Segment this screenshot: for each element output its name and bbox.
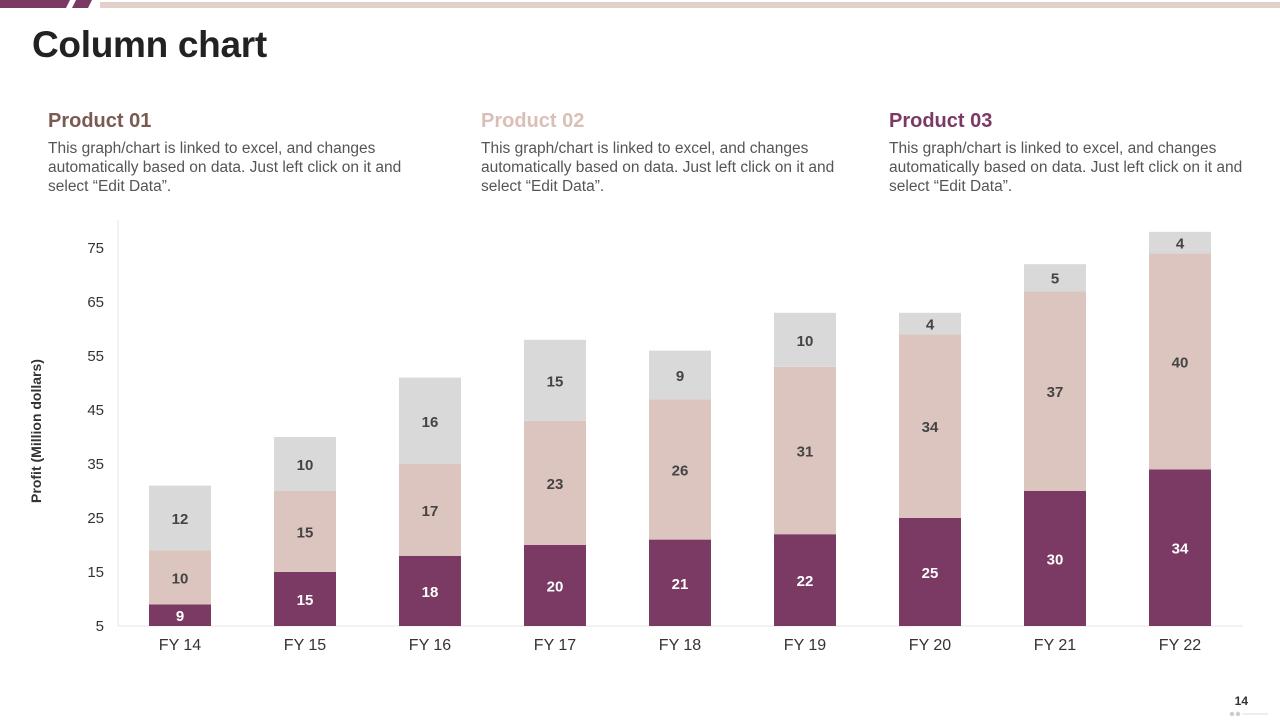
data-label: 15 xyxy=(547,373,564,390)
product-01-description: This graph/chart is linked to excel, and… xyxy=(48,140,402,195)
bar-segment xyxy=(1024,291,1086,491)
data-label: 10 xyxy=(797,333,814,350)
bar-segment xyxy=(399,464,461,556)
y-tick-label: 75 xyxy=(87,240,104,257)
x-tick-label: FY 16 xyxy=(409,637,452,654)
top-decoration-bar xyxy=(0,0,1280,8)
product-03-heading: Product 03 xyxy=(889,110,993,132)
y-tick-label: 5 xyxy=(96,618,104,635)
x-tick-label: FY 15 xyxy=(284,637,327,654)
data-label: 22 xyxy=(797,573,814,590)
product-02-description: This graph/chart is linked to excel, and… xyxy=(481,140,835,195)
data-label: 12 xyxy=(172,511,189,528)
data-label: 15 xyxy=(297,525,314,542)
data-label: 18 xyxy=(422,584,439,601)
data-label: 37 xyxy=(1047,384,1064,401)
bar-segment xyxy=(1149,469,1211,626)
bar-segment xyxy=(399,555,461,626)
bar-segment xyxy=(149,604,211,626)
x-tick-label: FY 20 xyxy=(909,637,952,654)
bar-segment xyxy=(274,437,336,491)
bar-segment xyxy=(149,485,211,551)
x-tick-label: FY 22 xyxy=(1159,637,1202,654)
data-label: 34 xyxy=(922,419,939,436)
bar-segment xyxy=(1024,491,1086,626)
data-label: 26 xyxy=(672,462,689,479)
bar-segment xyxy=(399,377,461,464)
data-label: 31 xyxy=(797,444,814,461)
x-tick-label: FY 18 xyxy=(659,637,702,654)
data-label: 20 xyxy=(547,579,564,596)
bar-segment xyxy=(274,491,336,572)
bar-segment xyxy=(1149,231,1211,254)
bar-segment xyxy=(649,539,711,626)
product-03-block: Product 03 This graph/chart is linked to… xyxy=(889,110,1249,196)
page-number: 14 xyxy=(1234,694,1248,708)
x-tick-label: FY 21 xyxy=(1034,637,1077,654)
bar-segment xyxy=(524,339,586,421)
bar-segment xyxy=(149,550,211,605)
bar-segment xyxy=(899,518,961,626)
bar-segment xyxy=(899,312,961,335)
bar-segment xyxy=(524,545,586,626)
data-label: 25 xyxy=(922,565,939,582)
data-label: 16 xyxy=(422,414,439,431)
bar-segment xyxy=(649,399,711,540)
y-tick-label: 15 xyxy=(87,564,104,581)
y-tick-label: 65 xyxy=(87,294,104,311)
top-bar-light-segment xyxy=(100,2,1280,8)
bar-segment xyxy=(1024,264,1086,292)
top-bar-mid-segment xyxy=(72,0,92,8)
data-label: 9 xyxy=(676,368,684,385)
data-label: 4 xyxy=(926,317,935,334)
bar-segment xyxy=(774,312,836,367)
bar-segment xyxy=(774,534,836,626)
slide-title: Column chart xyxy=(32,24,267,65)
data-label: 30 xyxy=(1047,552,1064,569)
data-label: 9 xyxy=(176,608,184,625)
y-tick-label: 55 xyxy=(87,348,104,365)
y-tick-label: 35 xyxy=(87,456,104,473)
product-02-block: Product 02 This graph/chart is linked to… xyxy=(481,110,841,196)
y-tick-label: 25 xyxy=(87,510,104,527)
top-bar-dark-segment xyxy=(0,0,70,8)
bar-segment xyxy=(274,572,336,626)
data-label: 5 xyxy=(1051,271,1059,288)
y-tick-label: 45 xyxy=(87,402,104,419)
bar-segment xyxy=(1149,253,1211,470)
data-label: 21 xyxy=(672,576,689,593)
bar-segment xyxy=(524,420,586,545)
data-label: 34 xyxy=(1172,541,1189,558)
footer-decoration xyxy=(1229,711,1268,717)
product-02-heading: Product 02 xyxy=(481,110,585,132)
y-axis-label: Profit (Million dollars) xyxy=(28,359,44,503)
x-tick-label: FY 17 xyxy=(534,637,577,654)
bar-segment xyxy=(774,366,836,535)
data-label: 10 xyxy=(297,457,314,474)
x-tick-label: FY 14 xyxy=(159,637,202,654)
data-label: 4 xyxy=(1176,236,1185,253)
data-label: 10 xyxy=(172,570,189,587)
data-label: 15 xyxy=(297,592,314,609)
bar-segment xyxy=(649,350,711,400)
product-01-heading: Product 01 xyxy=(48,110,152,132)
product-03-description: This graph/chart is linked to excel, and… xyxy=(889,140,1243,195)
data-label: 40 xyxy=(1172,354,1189,371)
product-01-block: Product 01 This graph/chart is linked to… xyxy=(48,110,408,196)
x-tick-label: FY 19 xyxy=(784,637,827,654)
bar-segment xyxy=(899,334,961,518)
data-label: 23 xyxy=(547,476,564,493)
data-label: 17 xyxy=(422,503,439,520)
